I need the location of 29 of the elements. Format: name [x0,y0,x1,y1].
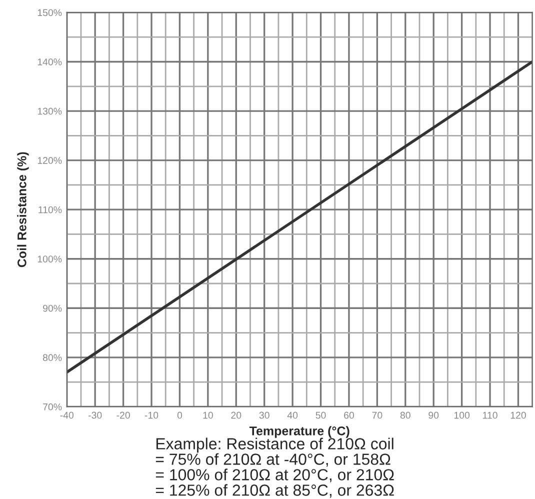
x-tick-label: 70 [372,412,382,419]
x-tick-label: 0 [177,412,182,419]
text: Example: Resistance of 210Ω coil = 75% of 210Ω at -40°C, or 158Ω = 100% of 210Ω at 20°C, or 210Ω = 125% of 210Ω at 85°C, or 263Ω [156,438,394,498]
y-tick-label: 140% [38,58,62,66]
y-tick-label: 130% [38,108,62,115]
x-tick-label: 60 [344,412,354,419]
x-tick-label: 80 [400,412,410,419]
x-tick-label: -10 [144,412,158,419]
x-tick-label: -40 [60,412,74,419]
x-tick-label: 90 [428,412,439,419]
x-tick-label: 40 [287,412,298,419]
y-tick-label: 110% [38,206,62,214]
x-tick-label: 30 [259,412,270,419]
y-tick-label: 120% [38,157,62,164]
y-tick-label: 90% [43,304,62,312]
x-tick-label: -20 [116,412,130,419]
y-tick-label: 70% [43,403,62,410]
x-tick-label: 100 [454,412,470,419]
x-tick-label: -30 [88,412,102,419]
y-tick-label: 150% [38,9,62,16]
x-tick-label: 20 [231,412,242,419]
x-tick-label: 110 [483,412,498,419]
x-tick-label: 120 [510,412,526,419]
x-tick-label: 10 [203,412,213,419]
y-tick-label: 80% [42,354,62,362]
y-axis-title: Coil Resistance (%) [17,152,29,268]
x-axis-title: Temperature (°C) [249,426,350,438]
y-tick-label: 100% [38,256,62,262]
x-tick-label: 50 [316,412,326,419]
